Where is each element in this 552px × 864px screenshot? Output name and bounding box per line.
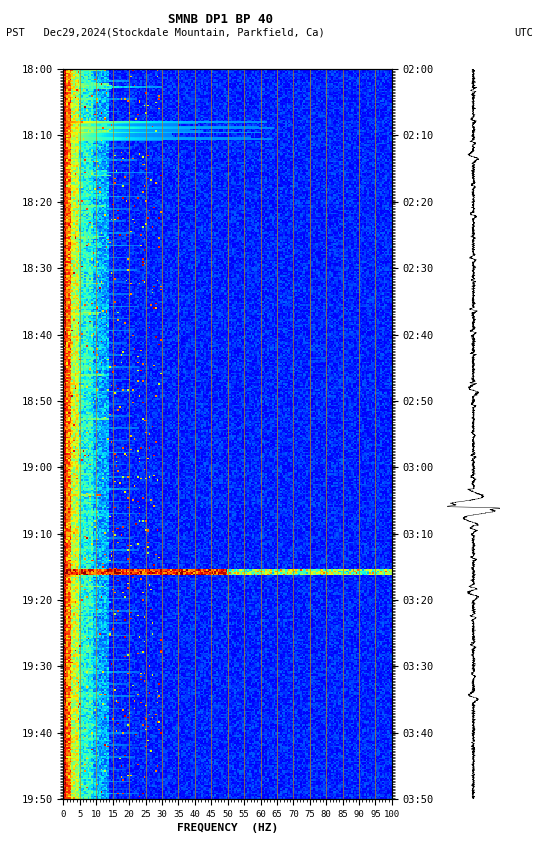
- Text: UTC: UTC: [514, 28, 533, 38]
- Text: SMNB DP1 BP 40: SMNB DP1 BP 40: [168, 13, 273, 26]
- Text: PST   Dec29,2024(Stockdale Mountain, Parkfield, Ca): PST Dec29,2024(Stockdale Mountain, Parkf…: [6, 28, 324, 38]
- X-axis label: FREQUENCY  (HZ): FREQUENCY (HZ): [177, 823, 278, 833]
